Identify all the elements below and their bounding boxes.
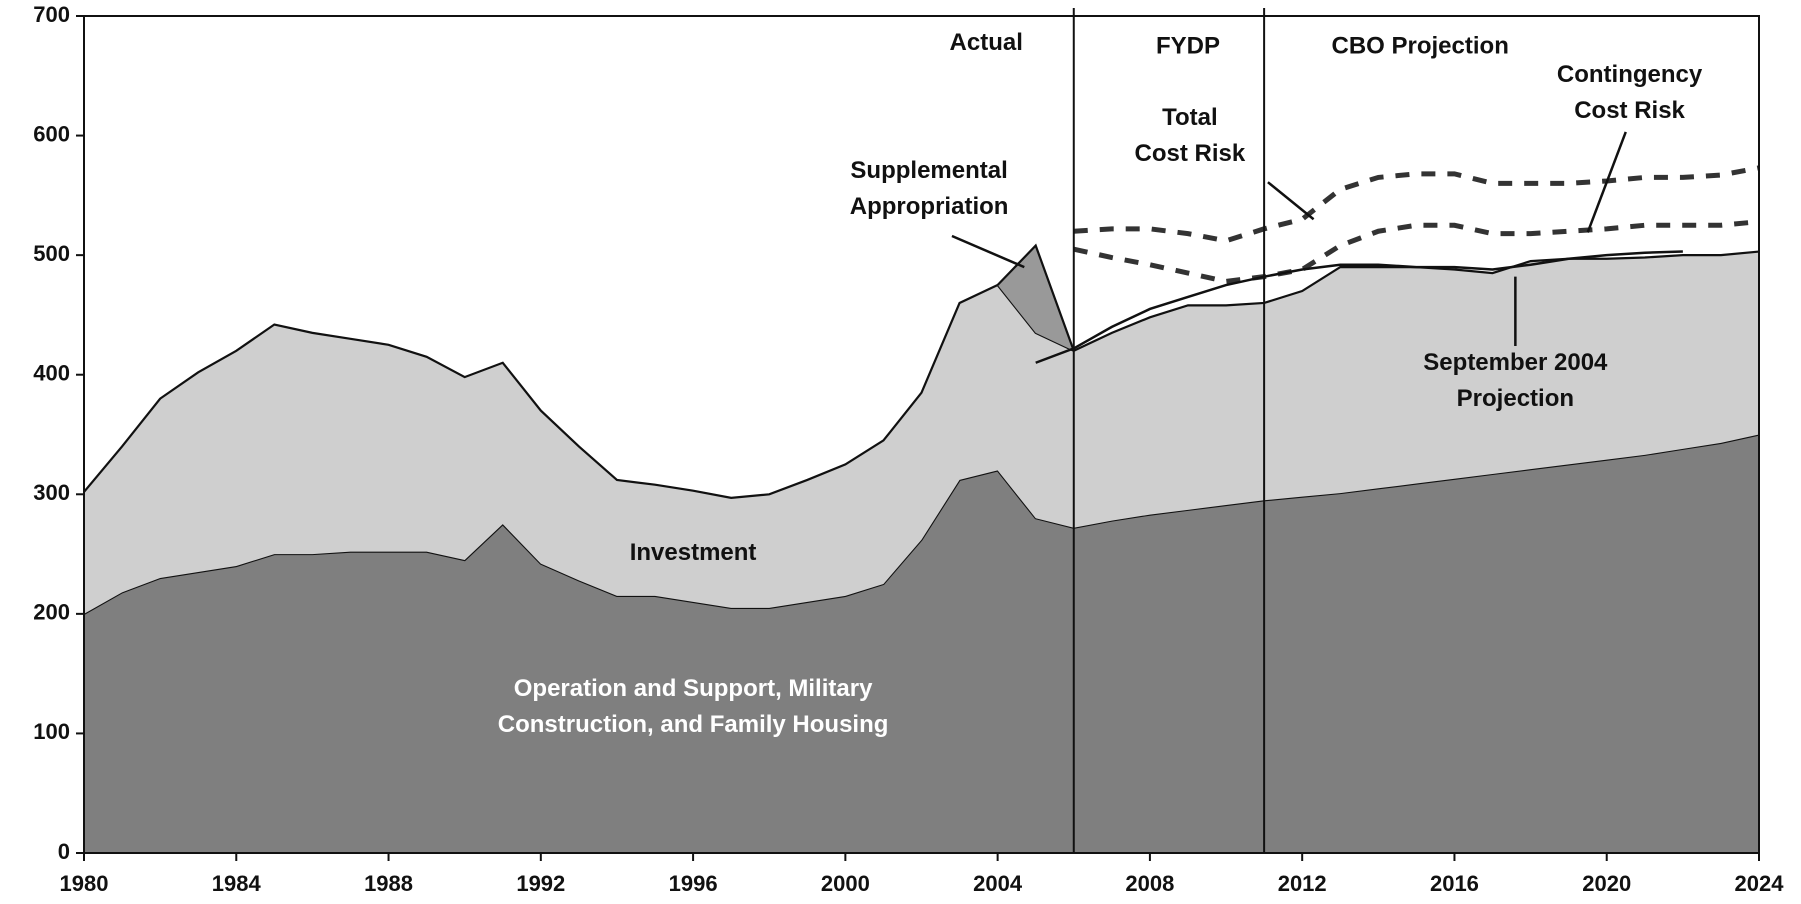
x-tick-label: 1996 xyxy=(669,871,718,896)
y-tick-label: 100 xyxy=(33,719,70,744)
area xyxy=(84,251,1759,614)
x-tick-label: 2016 xyxy=(1430,871,1479,896)
x-tick-label: 2020 xyxy=(1582,871,1631,896)
y-tick-label: 300 xyxy=(33,480,70,505)
region-label: Actual xyxy=(950,29,1023,56)
y-tick-label: 0 xyxy=(58,839,70,864)
series-label: Contingency Cost Risk xyxy=(1556,60,1703,124)
series-label: Supplemental Appropriation xyxy=(849,157,1009,221)
x-tick-label: 2000 xyxy=(821,871,870,896)
leader-line xyxy=(1267,181,1315,221)
x-tick-label: 1984 xyxy=(212,871,262,896)
area-edge xyxy=(83,250,1760,499)
line xyxy=(1035,250,1683,364)
label-text: Investment xyxy=(629,538,757,566)
x-tick-label: 1980 xyxy=(60,871,109,896)
series-label: September 2004 Projection xyxy=(1423,348,1608,412)
y-tick-label: 200 xyxy=(33,600,70,625)
leader-line xyxy=(1586,131,1627,233)
label-text: Total Cost Risk xyxy=(1134,103,1246,167)
series-label: Operation and Support, Military Construc… xyxy=(497,675,889,739)
x-tick-label: 1992 xyxy=(516,871,565,896)
area xyxy=(997,245,1074,351)
line xyxy=(1073,165,1760,244)
y-tick-label: 500 xyxy=(33,241,70,266)
y-tick-label: 700 xyxy=(33,2,70,27)
label-text: Supplemental Appropriation xyxy=(849,157,1009,221)
plot-frame xyxy=(83,15,1760,854)
x-tick-label: 2004 xyxy=(973,871,1023,896)
x-tick-label: 2024 xyxy=(1735,871,1785,896)
area xyxy=(84,434,1759,853)
series-label: Investment xyxy=(629,538,757,566)
series-label: Total Cost Risk xyxy=(1134,103,1246,167)
label-text: Contingency Cost Risk xyxy=(1556,60,1703,124)
x-tick-label: 2012 xyxy=(1278,871,1327,896)
region-label: FYDP xyxy=(1156,32,1220,59)
region-label: CBO Projection xyxy=(1332,32,1509,59)
label-text: Operation and Support, Military Construc… xyxy=(497,675,889,739)
label-text: September 2004 Projection xyxy=(1423,348,1608,412)
y-tick-label: 600 xyxy=(33,121,70,146)
x-tick-label: 1988 xyxy=(364,871,413,896)
y-tick-label: 400 xyxy=(33,361,70,386)
line xyxy=(1073,219,1760,284)
x-tick-label: 2008 xyxy=(1125,871,1174,896)
leader-line xyxy=(951,234,1025,269)
area-edge xyxy=(996,243,1075,352)
